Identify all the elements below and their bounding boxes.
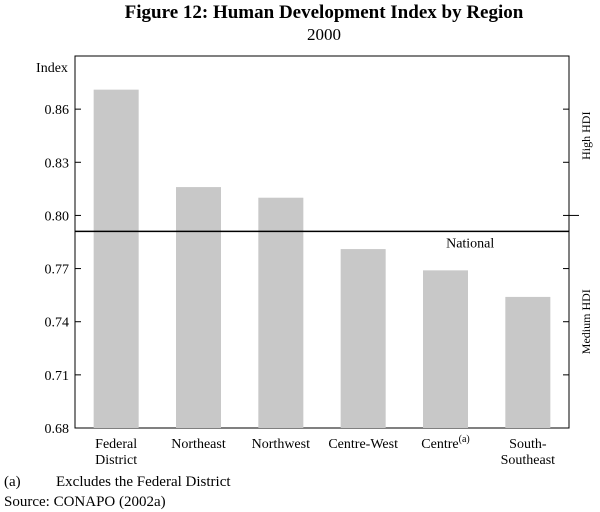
bar bbox=[340, 249, 386, 428]
hdi-bands: High HDI Medium HDI bbox=[569, 112, 593, 354]
national-label: National bbox=[446, 236, 494, 251]
y-tick-label: 0.77 bbox=[45, 263, 70, 278]
band-label: Medium HDI bbox=[579, 289, 593, 354]
y-axis-label: Index bbox=[36, 61, 68, 76]
bar bbox=[505, 296, 551, 428]
bar bbox=[423, 270, 468, 428]
y-tick-label: 0.80 bbox=[45, 209, 70, 224]
bar bbox=[176, 187, 221, 428]
y-tick-label: 0.86 bbox=[45, 103, 70, 118]
chart-title: Figure 12: Human Development Index by Re… bbox=[125, 2, 524, 23]
y-tick-label: 0.83 bbox=[45, 156, 70, 171]
band-label: High HDI bbox=[579, 112, 593, 160]
category-label: Northwest bbox=[252, 437, 310, 452]
bar bbox=[258, 197, 304, 428]
bars bbox=[93, 89, 551, 429]
chart-subtitle: 2000 bbox=[307, 25, 341, 44]
category-label-line2: Southeast bbox=[501, 453, 556, 468]
footnote-text: Excludes the Federal District bbox=[56, 474, 231, 490]
source-text: Source: CONAPO (2002a) bbox=[4, 494, 166, 510]
category-label: Centre-West bbox=[328, 437, 398, 452]
bar bbox=[93, 89, 139, 429]
category-label: Centre(a) bbox=[421, 434, 469, 452]
footnote-marker: (a) bbox=[4, 474, 21, 490]
category-label: Federal bbox=[95, 437, 137, 452]
category-label: Northeast bbox=[171, 437, 226, 452]
category-label-line2: District bbox=[95, 453, 137, 468]
y-tick-label: 0.71 bbox=[45, 369, 70, 384]
y-tick-label: 0.74 bbox=[45, 316, 70, 331]
y-axis-ticks: 0.86 0.83 0.80 0.77 0.74 0.71 0.68 bbox=[45, 103, 569, 437]
plot-frame bbox=[74, 55, 570, 429]
category-label: South- bbox=[509, 437, 547, 452]
y-tick-label: 0.68 bbox=[45, 422, 70, 437]
